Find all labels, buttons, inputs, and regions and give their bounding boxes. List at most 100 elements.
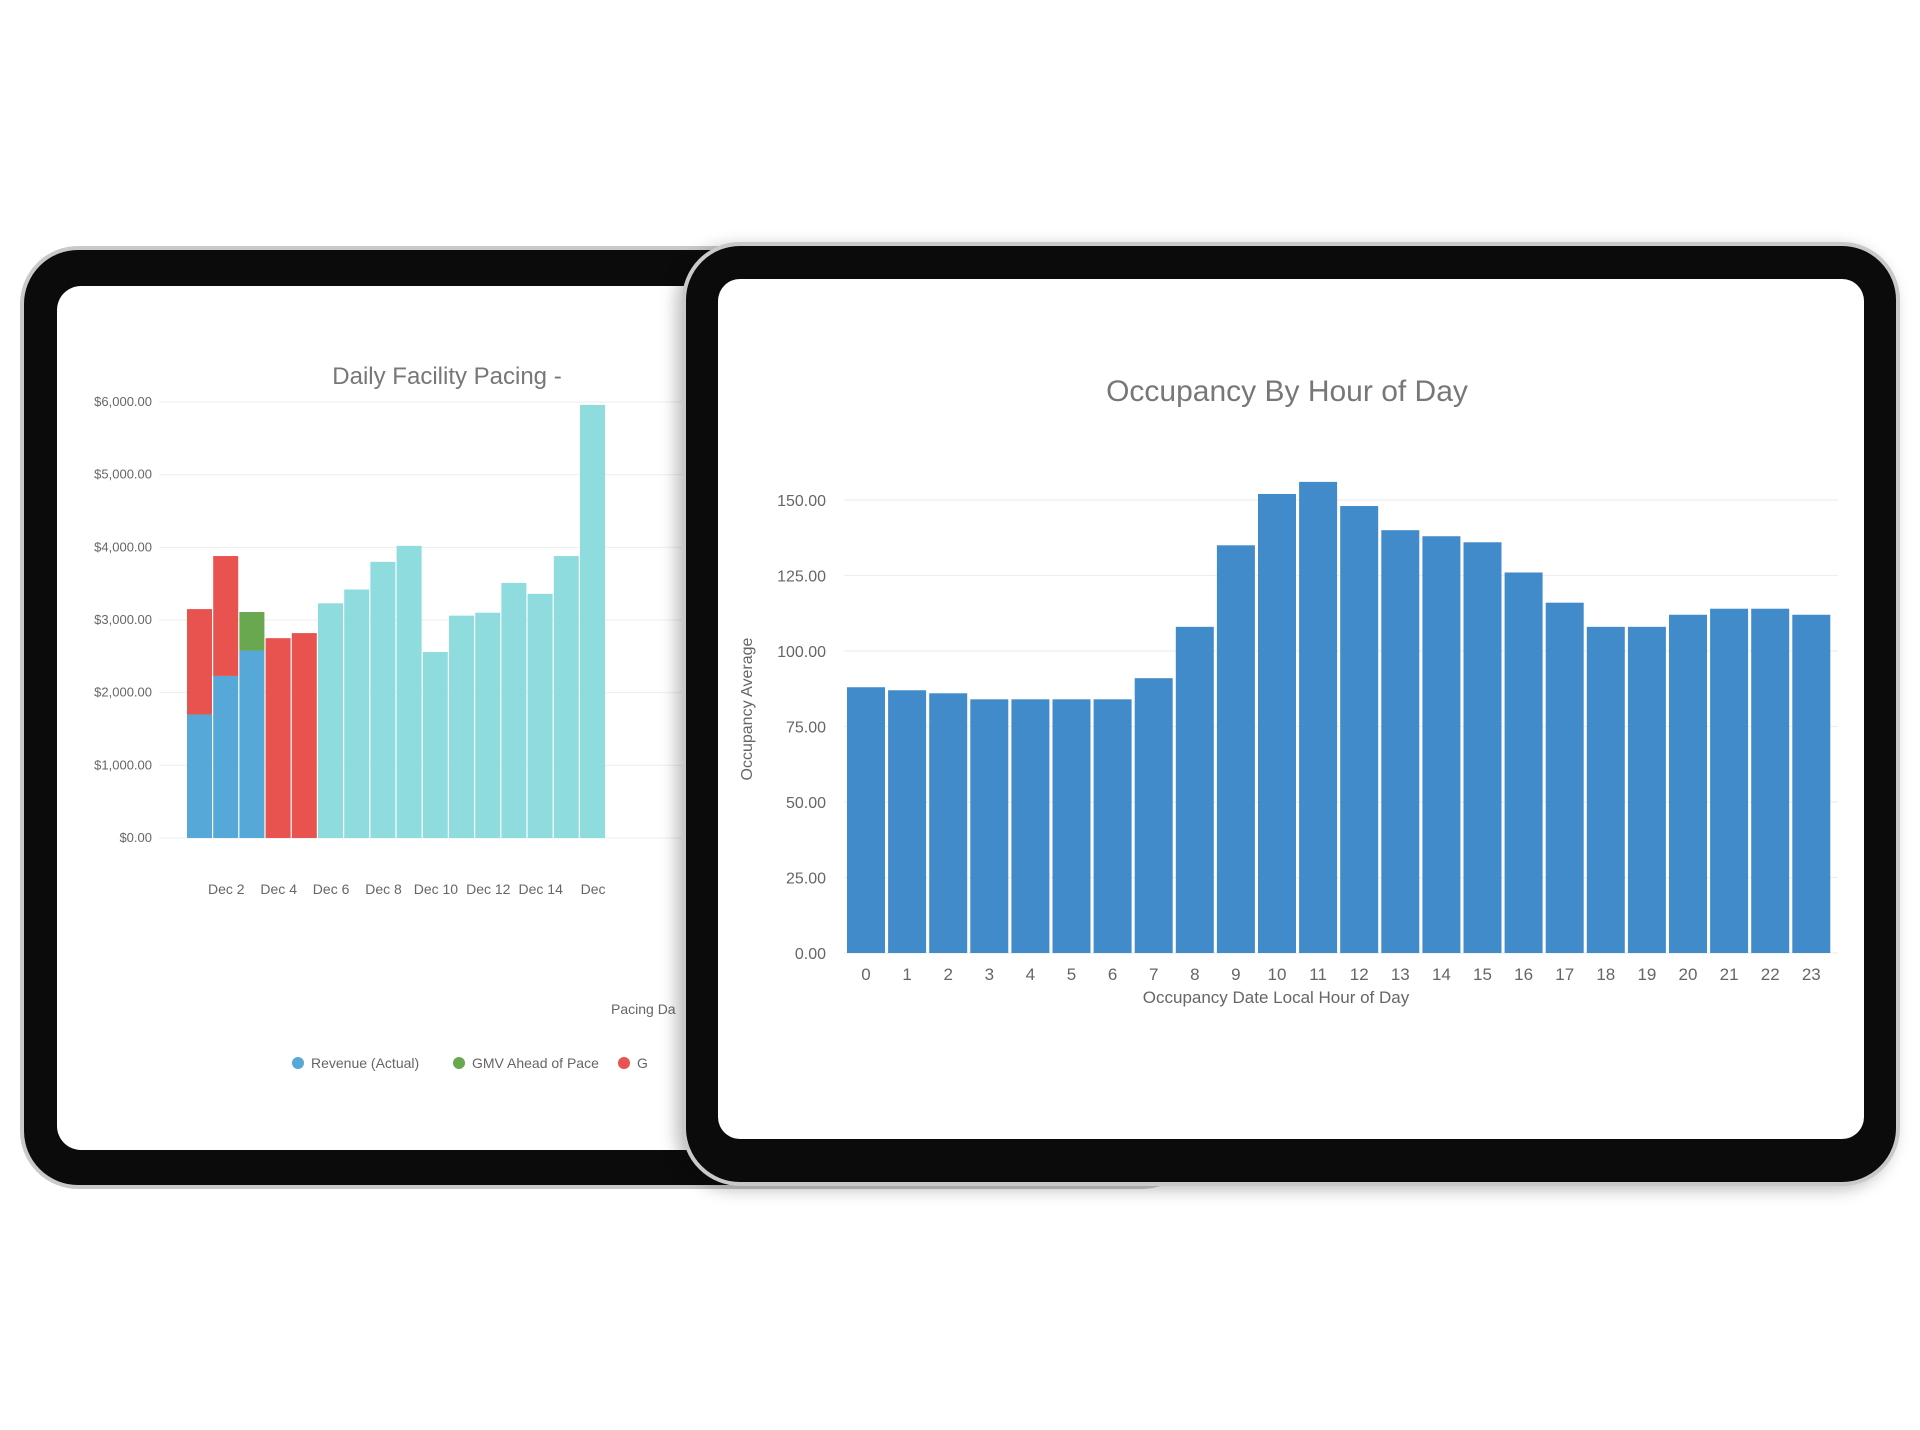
y-tick-label: 100.00	[777, 644, 826, 661]
legend: Revenue (Actual) GMV Ahead of Pace G	[292, 1055, 648, 1071]
y-tick-label: $5,000.00	[94, 467, 152, 482]
bar	[291, 633, 317, 838]
bar	[1299, 481, 1338, 953]
occupancy-chart: Occupancy By Hour of Day 0.00 25.00 50.00 7…	[739, 375, 1838, 1007]
bar	[187, 609, 212, 715]
bar	[1792, 614, 1831, 953]
bar	[929, 693, 968, 953]
y-tick-label: 150.00	[777, 493, 826, 510]
occupancy-chart-screen: Occupancy By Hour of Day 0.00 25.00 50.00 7…	[718, 279, 1864, 1139]
bars	[847, 481, 1831, 953]
x-tick-label: 7	[1149, 965, 1158, 984]
bar	[1258, 493, 1296, 953]
y-tick-label: 25.00	[786, 871, 826, 888]
bar	[527, 593, 553, 838]
x-tick-label: Dec	[581, 881, 606, 897]
bar	[475, 612, 501, 838]
x-tick-label: 10	[1268, 965, 1287, 984]
bar	[1504, 572, 1543, 953]
y-axis-label: Occupancy Average	[739, 637, 756, 780]
x-tick-label: Dec 12	[466, 881, 511, 897]
front-tablet: Occupancy By Hour of Day 0.00 25.00 50.00 7…	[682, 242, 1900, 1186]
bar	[422, 651, 448, 838]
bar	[553, 556, 579, 838]
x-tick-label: 5	[1067, 965, 1076, 984]
bar	[213, 556, 239, 676]
x-tick-label: 23	[1802, 965, 1821, 984]
bar	[239, 612, 265, 651]
bar	[187, 714, 212, 838]
y-tick-label: $2,000.00	[94, 685, 152, 700]
x-tick-label: 15	[1473, 965, 1492, 984]
chart-title: Daily Facility Pacing -	[332, 363, 561, 390]
x-tick-label: 12	[1350, 965, 1369, 984]
y-tick-label: $4,000.00	[94, 539, 152, 554]
x-tick-label: Dec 4	[260, 881, 297, 897]
bar	[370, 561, 396, 838]
bars	[187, 404, 605, 838]
x-tick-label: 6	[1108, 965, 1117, 984]
x-tick-label: 3	[985, 965, 994, 984]
bar	[449, 615, 474, 838]
x-axis-label: Occupancy Date Local Hour of Day	[1143, 988, 1410, 1007]
x-tick-label: 11	[1309, 965, 1327, 984]
bar	[1093, 699, 1132, 953]
pacing-chart: Daily Facility Pacing - $0.00 $1,000.00 $2…	[94, 363, 1157, 1071]
bar	[1586, 626, 1625, 953]
bar	[239, 650, 265, 838]
x-tick-label: Dec 8	[365, 881, 402, 897]
y-tick-label: $1,000.00	[94, 757, 152, 772]
x-tick-label: 1	[902, 965, 911, 984]
x-tick-label: 18	[1596, 965, 1615, 984]
x-tick-label: 4	[1026, 965, 1035, 984]
y-tick-label: 125.00	[777, 569, 826, 586]
bar	[1710, 608, 1749, 953]
x-tick-label: 13	[1391, 965, 1410, 984]
bar	[1751, 608, 1790, 953]
x-tick-label: 14	[1432, 965, 1451, 984]
y-axis-ticks: $0.00 $1,000.00 $2,000.00 $3,000.00 $4,000.0…	[94, 394, 152, 845]
y-tick-label: $6,000.00	[94, 394, 152, 409]
legend-label: GMV Ahead of Pace	[472, 1055, 599, 1071]
legend-marker	[453, 1057, 465, 1069]
legend-marker	[618, 1057, 630, 1069]
x-axis-ticks: Dec 2 Dec 4 Dec 6 Dec 8 Dec 10 Dec 12 Dec 14 De…	[208, 881, 606, 897]
y-tick-label: 50.00	[786, 795, 826, 812]
bar	[1052, 699, 1091, 953]
legend-marker	[292, 1057, 304, 1069]
x-tick-label: 8	[1190, 965, 1199, 984]
bar	[888, 690, 927, 953]
x-tick-label: 0	[861, 965, 870, 984]
bar	[265, 638, 291, 838]
x-tick-label: 19	[1637, 965, 1656, 984]
bar	[1381, 530, 1420, 953]
bar	[501, 582, 527, 838]
x-tick-label: 20	[1679, 965, 1698, 984]
bar	[1463, 542, 1502, 953]
bar	[396, 545, 422, 838]
bar	[847, 687, 885, 953]
y-tick-label: $3,000.00	[94, 612, 152, 627]
bar	[1340, 506, 1379, 953]
x-tick-label: 22	[1761, 965, 1780, 984]
bar	[1175, 626, 1214, 953]
y-tick-label: $0.00	[119, 830, 152, 845]
x-tick-label: 17	[1555, 965, 1574, 984]
x-axis-ticks: 0 1 2 3 4 5 6 7 8 9 10 11 12 13 14 15 16 17 18 19 20 21 22 23	[861, 965, 1820, 984]
bar	[1545, 602, 1584, 953]
y-tick-label: 75.00	[786, 720, 826, 737]
bar	[1422, 536, 1461, 953]
x-tick-label: Dec 2	[208, 881, 245, 897]
x-tick-label: 16	[1514, 965, 1533, 984]
bar	[213, 675, 239, 838]
x-tick-label: 9	[1231, 965, 1240, 984]
x-tick-label: 2	[943, 965, 952, 984]
bar	[1669, 614, 1707, 953]
y-axis-ticks: 0.00 25.00 50.00 75.00 100.00 125.00 150.00	[777, 493, 826, 963]
bar	[1216, 545, 1255, 953]
legend-label: G	[637, 1055, 648, 1071]
bar	[580, 404, 605, 838]
x-tick-label: Dec 10	[414, 881, 459, 897]
bar	[970, 699, 1009, 953]
y-tick-label: 0.00	[795, 946, 826, 963]
